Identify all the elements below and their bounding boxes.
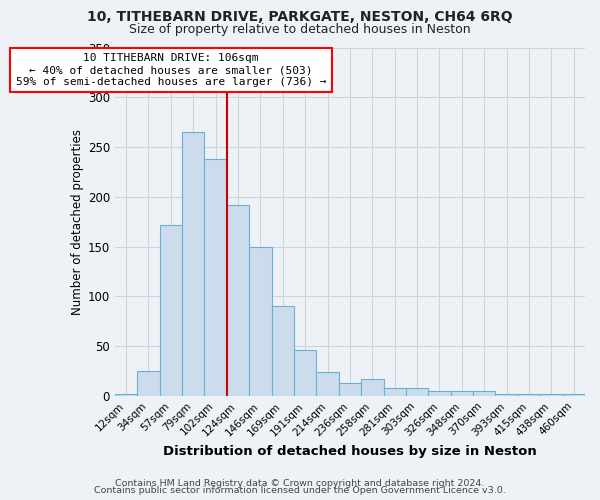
Bar bbox=[115, 394, 137, 396]
Bar bbox=[294, 350, 316, 396]
Text: 10 TITHEBARN DRIVE: 106sqm
← 40% of detached houses are smaller (503)
59% of sem: 10 TITHEBARN DRIVE: 106sqm ← 40% of deta… bbox=[16, 54, 326, 86]
Bar bbox=[496, 394, 518, 396]
Bar bbox=[160, 224, 182, 396]
Bar bbox=[518, 394, 540, 396]
Bar bbox=[428, 391, 451, 396]
Bar bbox=[339, 383, 361, 396]
Bar bbox=[383, 388, 406, 396]
Bar bbox=[563, 394, 585, 396]
Text: Size of property relative to detached houses in Neston: Size of property relative to detached ho… bbox=[129, 22, 471, 36]
X-axis label: Distribution of detached houses by size in Neston: Distribution of detached houses by size … bbox=[163, 444, 537, 458]
Bar bbox=[473, 391, 496, 396]
Bar bbox=[361, 379, 383, 396]
Bar bbox=[227, 204, 249, 396]
Text: Contains HM Land Registry data © Crown copyright and database right 2024.: Contains HM Land Registry data © Crown c… bbox=[115, 478, 485, 488]
Bar bbox=[182, 132, 205, 396]
Text: 10, TITHEBARN DRIVE, PARKGATE, NESTON, CH64 6RQ: 10, TITHEBARN DRIVE, PARKGATE, NESTON, C… bbox=[87, 10, 513, 24]
Bar bbox=[249, 246, 272, 396]
Y-axis label: Number of detached properties: Number of detached properties bbox=[71, 128, 83, 314]
Bar bbox=[137, 371, 160, 396]
Bar bbox=[451, 391, 473, 396]
Bar bbox=[540, 394, 563, 396]
Text: Contains public sector information licensed under the Open Government Licence v3: Contains public sector information licen… bbox=[94, 486, 506, 495]
Bar bbox=[406, 388, 428, 396]
Bar bbox=[272, 306, 294, 396]
Bar bbox=[316, 372, 339, 396]
Bar bbox=[205, 159, 227, 396]
